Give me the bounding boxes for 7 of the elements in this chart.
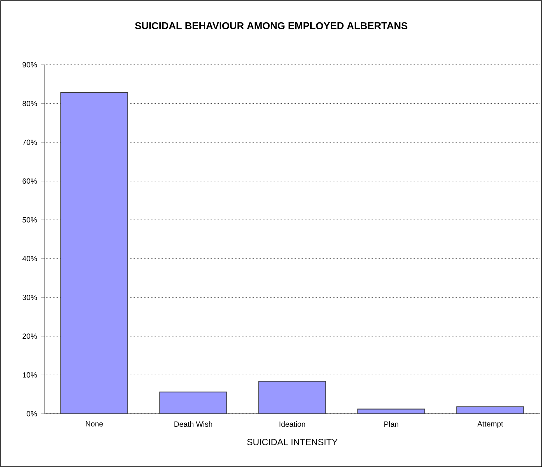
bar: [160, 392, 228, 414]
bar: [358, 408, 426, 414]
bar: [258, 381, 326, 414]
chart-title: SUICIDAL BEHAVIOUR AMONG EMPLOYED ALBERTANS: [135, 22, 408, 30]
x-axis-title: SUICIDAL INTENSITY: [247, 439, 338, 446]
bar: [60, 92, 128, 414]
bar: [456, 406, 524, 414]
